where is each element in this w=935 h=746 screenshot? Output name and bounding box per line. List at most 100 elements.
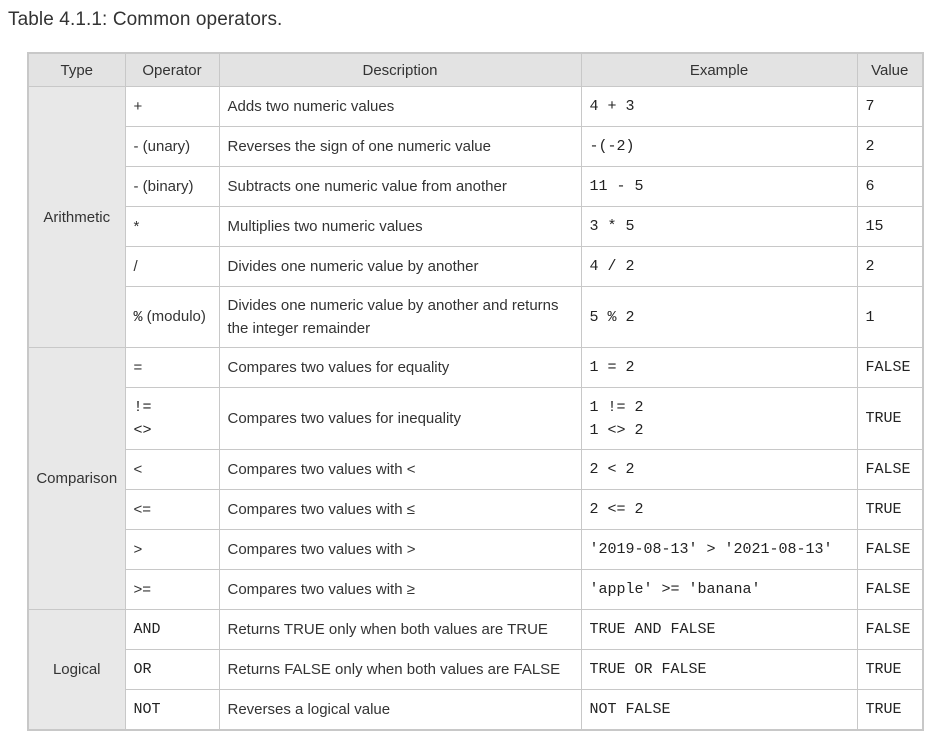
table-body: Arithmetic + Adds two numeric values 4 + 3 7… xyxy=(27,86,924,731)
value-cell: FALSE xyxy=(856,449,924,490)
description-cell: Reverses a logical value xyxy=(218,689,582,731)
value-cell: FALSE xyxy=(856,347,924,388)
value-cell: 1 xyxy=(856,286,924,348)
operator-symbol: % xyxy=(133,309,143,326)
example-cell: 1 = 2 xyxy=(580,347,858,388)
description-cell: Compares two values with > xyxy=(218,529,582,570)
header-example: Example xyxy=(580,52,858,87)
example-code: 4 + 3 xyxy=(589,98,635,115)
table-row: >= Compares two values with ≥ 'apple' >= '… xyxy=(28,569,924,610)
example-code: 4 / 2 xyxy=(589,258,635,275)
operator-symbol: / xyxy=(133,258,138,275)
example-code: TRUE OR FALSE xyxy=(589,661,707,678)
operator-symbol: <> xyxy=(133,421,152,439)
description-cell: Subtracts one numeric value from another xyxy=(218,166,582,207)
operator-cell: * xyxy=(124,206,220,247)
operator-symbol: OR xyxy=(133,661,152,678)
example-cell: 'apple' >= 'banana' xyxy=(580,569,858,610)
description-cell: Compares two values with ≥ xyxy=(218,569,582,610)
example-code: 'apple' >= 'banana' xyxy=(589,581,761,598)
operator-cell: / xyxy=(124,246,220,287)
example-cell: TRUE AND FALSE xyxy=(580,609,858,650)
value-cell: 2 xyxy=(856,246,924,287)
header-row: Type Operator Description Example Value xyxy=(27,52,924,87)
table-row: / Divides one numeric value by another 4 /… xyxy=(28,246,924,287)
example-cell: 4 / 2 xyxy=(580,246,858,287)
description-cell: Returns FALSE only when both values are … xyxy=(218,649,582,690)
table-row: Comparison = Compares two values for equal… xyxy=(27,347,924,610)
description-cell: Multiplies two numeric values xyxy=(218,206,582,247)
operator-cell: != <> xyxy=(124,387,220,450)
operator-cell: < xyxy=(124,449,220,490)
example-code: 1 != 2 xyxy=(589,398,644,416)
operator-cell: >= xyxy=(124,569,220,610)
operator-cell: - (unary) xyxy=(124,126,220,167)
operator-cell: % (modulo) xyxy=(124,286,220,348)
table-row: <= Compares two values with ≤ 2 <= 2 TRUE xyxy=(28,489,924,530)
operator-symbol: AND xyxy=(133,621,161,638)
operator-cell: - (binary) xyxy=(124,166,220,207)
description-cell: Divides one numeric value by another xyxy=(218,246,582,287)
description-cell: Compares two values with < xyxy=(218,449,582,490)
operator-symbol: >= xyxy=(133,581,152,598)
example-cell: 11 - 5 xyxy=(580,166,858,207)
example-code: '2019-08-13' > '2021-08-13' xyxy=(589,541,833,558)
value-cell: 2 xyxy=(856,126,924,167)
value-cell: 15 xyxy=(856,206,924,247)
description-cell: Reverses the sign of one numeric value xyxy=(218,126,582,167)
table-row: OR Returns FALSE only when both values ar… xyxy=(28,649,924,690)
example-cell: '2019-08-13' > '2021-08-13' xyxy=(580,529,858,570)
example-cell: 2 <= 2 xyxy=(580,489,858,530)
type-cell: Logical xyxy=(27,609,126,731)
value-cell: FALSE xyxy=(856,569,924,610)
value-cell: 7 xyxy=(856,86,924,127)
example-code: -(-2) xyxy=(589,138,635,155)
operators-table: Type Operator Description Example Value … xyxy=(27,52,924,731)
example-code: 2 <= 2 xyxy=(589,501,644,518)
example-cell: 3 * 5 xyxy=(580,206,858,247)
operator-cell: NOT xyxy=(124,689,220,731)
description-cell: Returns TRUE only when both values are T… xyxy=(218,609,582,650)
example-cell: 1 != 2 1 <> 2 xyxy=(580,387,858,450)
table-row: - (unary) Reverses the sign of one numeri… xyxy=(28,126,924,167)
operator-cell: AND xyxy=(124,609,220,650)
example-code: TRUE AND FALSE xyxy=(589,621,716,638)
example-cell: TRUE OR FALSE xyxy=(580,649,858,690)
example-cell: 5 % 2 xyxy=(580,286,858,348)
table-row: * Multiplies two numeric values 3 * 5 15 xyxy=(28,206,924,247)
operator-cell: + xyxy=(124,86,220,127)
operator-symbol: = xyxy=(133,359,143,376)
table-row: % (modulo) Divides one numeric value by a… xyxy=(28,286,924,348)
operator-symbol: != xyxy=(133,398,152,416)
operator-symbol: - (binary) xyxy=(133,178,194,195)
table-row: Arithmetic + Adds two numeric values 4 + 3 7 xyxy=(27,86,924,348)
operator-symbol: NOT xyxy=(133,701,161,718)
table-row: < Compares two values with < 2 < 2 FALSE xyxy=(28,449,924,490)
type-cell: Comparison xyxy=(27,347,126,610)
value-cell: FALSE xyxy=(856,529,924,570)
operator-symbol: < xyxy=(133,461,143,478)
description-cell: Compares two values with ≤ xyxy=(218,489,582,530)
value-cell: TRUE xyxy=(856,689,924,731)
table-row: - (binary) Subtracts one numeric value fr… xyxy=(28,166,924,207)
example-code: 5 % 2 xyxy=(589,308,635,326)
type-cell: Arithmetic xyxy=(27,86,126,348)
header-operator: Operator xyxy=(124,52,220,87)
operator-suffix: (modulo) xyxy=(142,308,206,325)
value-cell: TRUE xyxy=(856,387,924,450)
operator-cell: > xyxy=(124,529,220,570)
table-row: > Compares two values with > '2019-08-13' … xyxy=(28,529,924,570)
example-code: NOT FALSE xyxy=(589,701,671,718)
example-cell: NOT FALSE xyxy=(580,689,858,731)
table-row: != <> Compares two values for inequality 1 … xyxy=(28,387,924,450)
table-row: NOT Reverses a logical value NOT FALSE TRUE xyxy=(28,689,924,731)
example-code: 11 - 5 xyxy=(589,178,644,195)
value-cell: FALSE xyxy=(856,609,924,650)
operator-cell: = xyxy=(124,347,220,388)
operator-cell: OR xyxy=(124,649,220,690)
example-cell: 2 < 2 xyxy=(580,449,858,490)
value-cell: TRUE xyxy=(856,489,924,530)
operator-symbol: - (unary) xyxy=(133,138,191,155)
header-type: Type xyxy=(27,52,126,87)
operator-symbol: + xyxy=(133,98,143,115)
